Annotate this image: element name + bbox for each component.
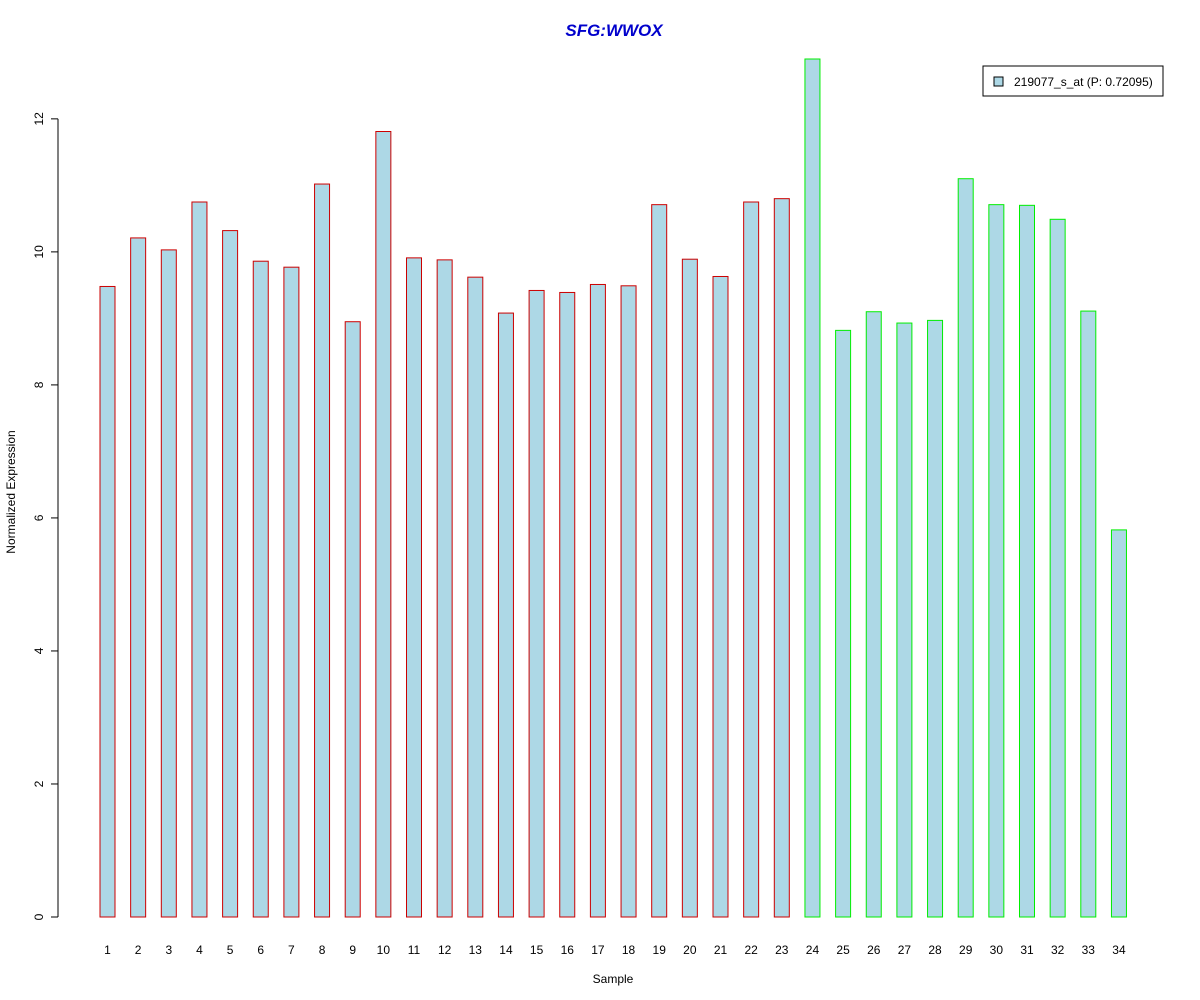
bar-sample-7: [283, 266, 300, 918]
x-tick-label: 1: [104, 943, 111, 957]
x-tick-label: 10: [377, 943, 391, 957]
y-axis-label: Normalized Expression: [4, 430, 18, 553]
x-tick-label: 9: [349, 943, 356, 957]
x-tick-label: 8: [319, 943, 326, 957]
bar-sample-25: [835, 329, 852, 918]
bar-sample-5: [222, 230, 239, 918]
x-tick-label: 23: [775, 943, 789, 957]
bar-sample-15: [528, 289, 545, 918]
bar-sample-34: [1110, 529, 1127, 918]
y-tick-label: 12: [32, 112, 46, 126]
legend-box: [982, 65, 1164, 97]
y-axis: 0 2 4 6 8 10 12: [32, 112, 59, 920]
bar-sample-6: [252, 260, 269, 918]
bar-sample-33: [1080, 310, 1097, 918]
bar-sample-23: [773, 198, 790, 918]
x-tick-label: 11: [408, 943, 421, 957]
bar-sample-20: [681, 258, 698, 918]
x-tick-label: 20: [683, 943, 697, 957]
x-tick-label: 29: [959, 943, 973, 957]
x-tick-label: 33: [1082, 943, 1096, 957]
y-tick-label: 0: [32, 913, 46, 920]
bar-sample-28: [927, 319, 944, 918]
x-tick-labels: 1 2 3 4 5 6 7 8 9 10 11 12 13 14 15 16 17 18 19 20 21 22 23 24 2…: [104, 943, 1126, 957]
bar-sample-12: [436, 259, 453, 918]
bar-sample-14: [497, 312, 514, 918]
x-tick-label: 16: [561, 943, 575, 957]
x-tick-label: 6: [257, 943, 264, 957]
x-tick-label: 34: [1112, 943, 1126, 957]
y-tick-label: 10: [32, 245, 46, 259]
x-tick-label: 18: [622, 943, 636, 957]
bar-sample-2: [130, 237, 147, 918]
x-tick-label: 14: [499, 943, 513, 957]
x-tick-label: 24: [806, 943, 820, 957]
y-tick-label: 2: [32, 780, 46, 787]
bar-sample-32: [1049, 218, 1066, 918]
x-tick-label: 7: [288, 943, 295, 957]
bar-sample-1: [99, 285, 116, 918]
x-tick-label: 30: [990, 943, 1004, 957]
y-tick-label: 8: [32, 381, 46, 388]
x-tick-label: 27: [898, 943, 912, 957]
x-tick-label: 28: [928, 943, 942, 957]
x-tick-label: 25: [836, 943, 850, 957]
x-tick-label: 19: [653, 943, 667, 957]
bar-sample-13: [467, 276, 484, 918]
bar-sample-30: [988, 204, 1005, 918]
y-tick-label: 6: [32, 514, 46, 521]
bar-sample-19: [651, 204, 668, 918]
x-tick-label: 13: [469, 943, 483, 957]
chart-title: SFG:WWOX: [565, 21, 664, 40]
bar-sample-26: [865, 311, 882, 918]
bar-sample-3: [160, 249, 177, 918]
x-tick-label: 2: [135, 943, 142, 957]
legend-label: 219077_s_at (P: 0.72095): [1014, 75, 1153, 89]
y-tick-label: 4: [32, 647, 46, 654]
bar-sample-21: [712, 275, 729, 918]
bar-sample-16: [559, 291, 576, 918]
x-tick-label: 22: [744, 943, 758, 957]
bar-sample-24: [804, 58, 821, 918]
bar-sample-9: [344, 321, 361, 918]
bars-group: [99, 58, 1127, 918]
bar-sample-29: [957, 178, 974, 918]
bar-sample-8: [314, 183, 331, 918]
x-tick-label: 3: [165, 943, 172, 957]
x-tick-label: 32: [1051, 943, 1065, 957]
x-tick-label: 26: [867, 943, 881, 957]
x-tick-label: 4: [196, 943, 203, 957]
x-tick-label: 15: [530, 943, 544, 957]
legend-swatch: [993, 76, 1004, 87]
bar-sample-27: [896, 322, 913, 918]
x-tick-label: 31: [1020, 943, 1034, 957]
x-tick-label: 17: [591, 943, 605, 957]
bar-sample-10: [375, 131, 392, 918]
legend: 219077_s_at (P: 0.72095): [982, 65, 1164, 97]
bar-sample-31: [1019, 204, 1035, 918]
bar-sample-4: [191, 201, 208, 918]
x-tick-label: 5: [227, 943, 234, 957]
x-tick-label: 21: [714, 943, 728, 957]
bar-sample-17: [589, 283, 606, 918]
bar-sample-22: [743, 201, 760, 918]
bar-sample-11: [406, 257, 422, 918]
bar-sample-18: [620, 285, 637, 918]
x-axis-label: Sample: [593, 972, 634, 986]
x-tick-label: 12: [438, 943, 452, 957]
